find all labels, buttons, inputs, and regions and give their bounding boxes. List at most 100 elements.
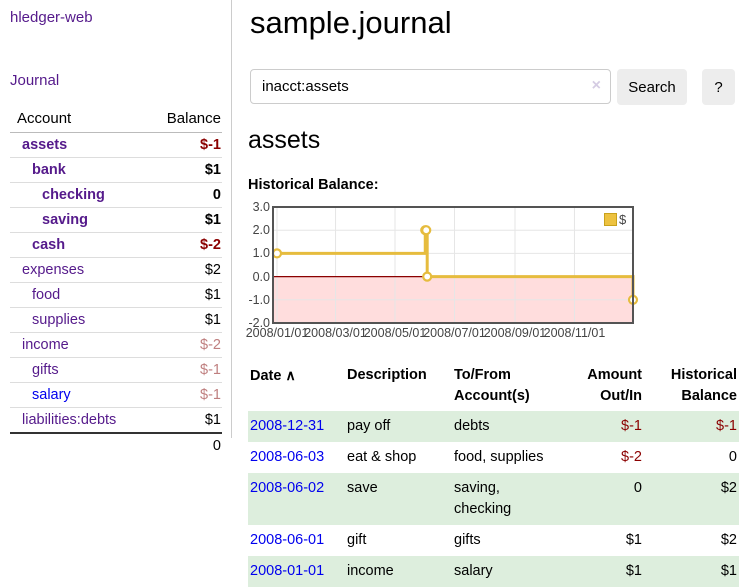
account-row-cash: cash $-2 [10, 232, 222, 258]
account-link-gifts[interactable]: gifts [32, 362, 59, 378]
account-row-supplies: supplies $1 [10, 307, 222, 333]
account-link-saving[interactable]: saving [42, 212, 88, 228]
x-axis-tick-label: 2008/05/01 [363, 326, 427, 340]
account-link-salary[interactable]: salary [32, 387, 71, 403]
transaction-accounts: gifts [454, 532, 481, 548]
transaction-balance: 0 [728, 449, 737, 465]
account-balance: $2 [116, 257, 222, 283]
historical-balance-chart: $ 3.0 2.0 1.0 0.0 -1.0 -2.0 2008/01/01 2008/03/… [246, 200, 742, 348]
account-row-expenses: expenses $2 [10, 257, 222, 283]
clear-search-icon[interactable]: × [591, 77, 601, 94]
legend-swatch-icon [604, 213, 617, 226]
transaction-date-link[interactable]: 2008-01-01 [250, 563, 325, 579]
transaction-accounts: saving, checking [454, 480, 512, 517]
transaction-description: eat & shop [347, 449, 417, 465]
account-balance: $1 [116, 282, 222, 308]
y-axis-tick-label: -2.0 [248, 316, 270, 330]
sidebar: hledger-web Journal Account Balance asse… [0, 0, 232, 582]
y-axis-tick-label: 2.0 [252, 223, 270, 238]
account-row-saving: saving $1 [10, 207, 222, 233]
transaction-amount: 0 [633, 480, 642, 496]
chart-title: Historical Balance: [248, 177, 379, 193]
search-input-wrap: × [250, 69, 611, 104]
y-axis-tick-label: -1.0 [248, 292, 270, 307]
search-button[interactable]: Search [617, 69, 687, 105]
register-header-row: Date ∧ Description To/From Account(s) Am… [248, 361, 739, 411]
register-row: 2008-06-03 eat & shop food, supplies $-2… [248, 442, 739, 473]
account-heading: assets [248, 126, 321, 154]
y-axis-tick-label: 3.0 [252, 200, 270, 214]
transaction-accounts: salary [454, 563, 493, 579]
register-row: 2008-06-01 gift gifts $1 $2 [248, 525, 739, 556]
account-link-liabilities-debts[interactable]: liabilities:debts [22, 412, 117, 428]
transaction-date-link[interactable]: 2008-06-01 [250, 532, 325, 548]
account-row-gifts: gifts $-1 [10, 357, 222, 383]
sidebar-item-journal[interactable]: Journal [10, 72, 60, 89]
transaction-balance: $1 [720, 563, 737, 579]
transaction-balance: $2 [720, 480, 737, 496]
help-button[interactable]: ? [702, 69, 735, 105]
transaction-amount: $1 [625, 563, 642, 579]
chart-canvas [271, 206, 639, 324]
x-axis-tick-label: 2008/03/01 [304, 326, 367, 340]
sort-ascending-icon: ∧ [285, 367, 296, 383]
register-row: 2008-01-01 income salary $1 $1 [248, 556, 739, 587]
x-axis-tick-label: 2008/09/01 [483, 326, 547, 340]
account-balance: $1 [116, 207, 222, 233]
transaction-description: save [347, 480, 378, 496]
transaction-balance: $2 [720, 532, 737, 548]
account-link-income[interactable]: income [22, 337, 69, 353]
register-row: 2008-06-02 save saving, checking 0 $2 [248, 473, 739, 525]
search-bar: × Search ? [250, 69, 742, 105]
account-row-liabilities-debts: liabilities:debts $1 [10, 407, 222, 433]
transaction-date-link[interactable]: 2008-12-31 [250, 418, 325, 434]
account-balance: $1 [116, 157, 222, 183]
account-balance: $-1 [116, 382, 222, 408]
accounts-table: Account Balance assets $-1 bank $1 check… [10, 106, 222, 458]
transaction-date-link[interactable]: 2008-06-03 [250, 449, 325, 465]
account-balance: $1 [116, 307, 222, 333]
transaction-accounts: debts [454, 418, 490, 434]
transaction-date-link[interactable]: 2008-06-02 [250, 480, 325, 496]
account-link-supplies[interactable]: supplies [32, 312, 86, 328]
main-content: sample.journal × Search ? assets Histori… [246, 0, 742, 587]
x-axis-tick-label: 2008/01/01 [245, 326, 309, 340]
account-link-assets[interactable]: assets [22, 137, 68, 153]
x-axis-tick-label: 2008/11/01 [543, 326, 606, 340]
account-row-food: food $1 [10, 282, 222, 308]
amount-column-header: Amount Out/In [587, 367, 642, 404]
account-row-salary: salary $-1 [10, 382, 222, 408]
account-balance: 0 [116, 182, 222, 208]
transaction-description: pay off [347, 418, 391, 434]
transaction-description: gift [347, 532, 367, 548]
account-link-checking[interactable]: checking [42, 187, 105, 203]
transaction-amount: $-1 [621, 418, 642, 434]
account-link-expenses[interactable]: expenses [22, 262, 85, 278]
y-axis-tick-label: 1.0 [252, 246, 270, 261]
page-title: sample.journal [250, 5, 452, 40]
register-row: 2008-12-31 pay off debts $-1 $-1 [248, 411, 739, 442]
account-link-bank[interactable]: bank [32, 162, 66, 178]
legend-label: $ [619, 212, 627, 227]
account-row-bank: bank $1 [10, 157, 222, 183]
account-link-food[interactable]: food [32, 287, 61, 303]
accounts-total-value: 0 [116, 432, 222, 458]
account-balance: $-2 [116, 332, 222, 358]
sidebar-divider [231, 0, 232, 438]
account-balance: $-1 [116, 132, 222, 158]
account-balance: $-1 [116, 357, 222, 383]
balance-column-header: Historical Balance [670, 367, 737, 404]
search-input[interactable] [250, 69, 611, 104]
date-column-header[interactable]: Date ∧ [250, 367, 296, 384]
account-balance: $1 [116, 407, 222, 433]
account-column-header: Account [10, 106, 116, 133]
transaction-amount: $-2 [621, 449, 642, 465]
description-column-header: Description [347, 367, 427, 383]
transaction-balance: $-1 [716, 418, 737, 434]
account-row-checking: checking 0 [10, 182, 222, 208]
account-link-cash[interactable]: cash [32, 237, 66, 253]
accounts-total-row: 0 [10, 432, 222, 458]
app-brand-link[interactable]: hledger-web [10, 9, 93, 26]
transaction-amount: $1 [625, 532, 642, 548]
account-row-assets: assets $-1 [10, 132, 222, 158]
